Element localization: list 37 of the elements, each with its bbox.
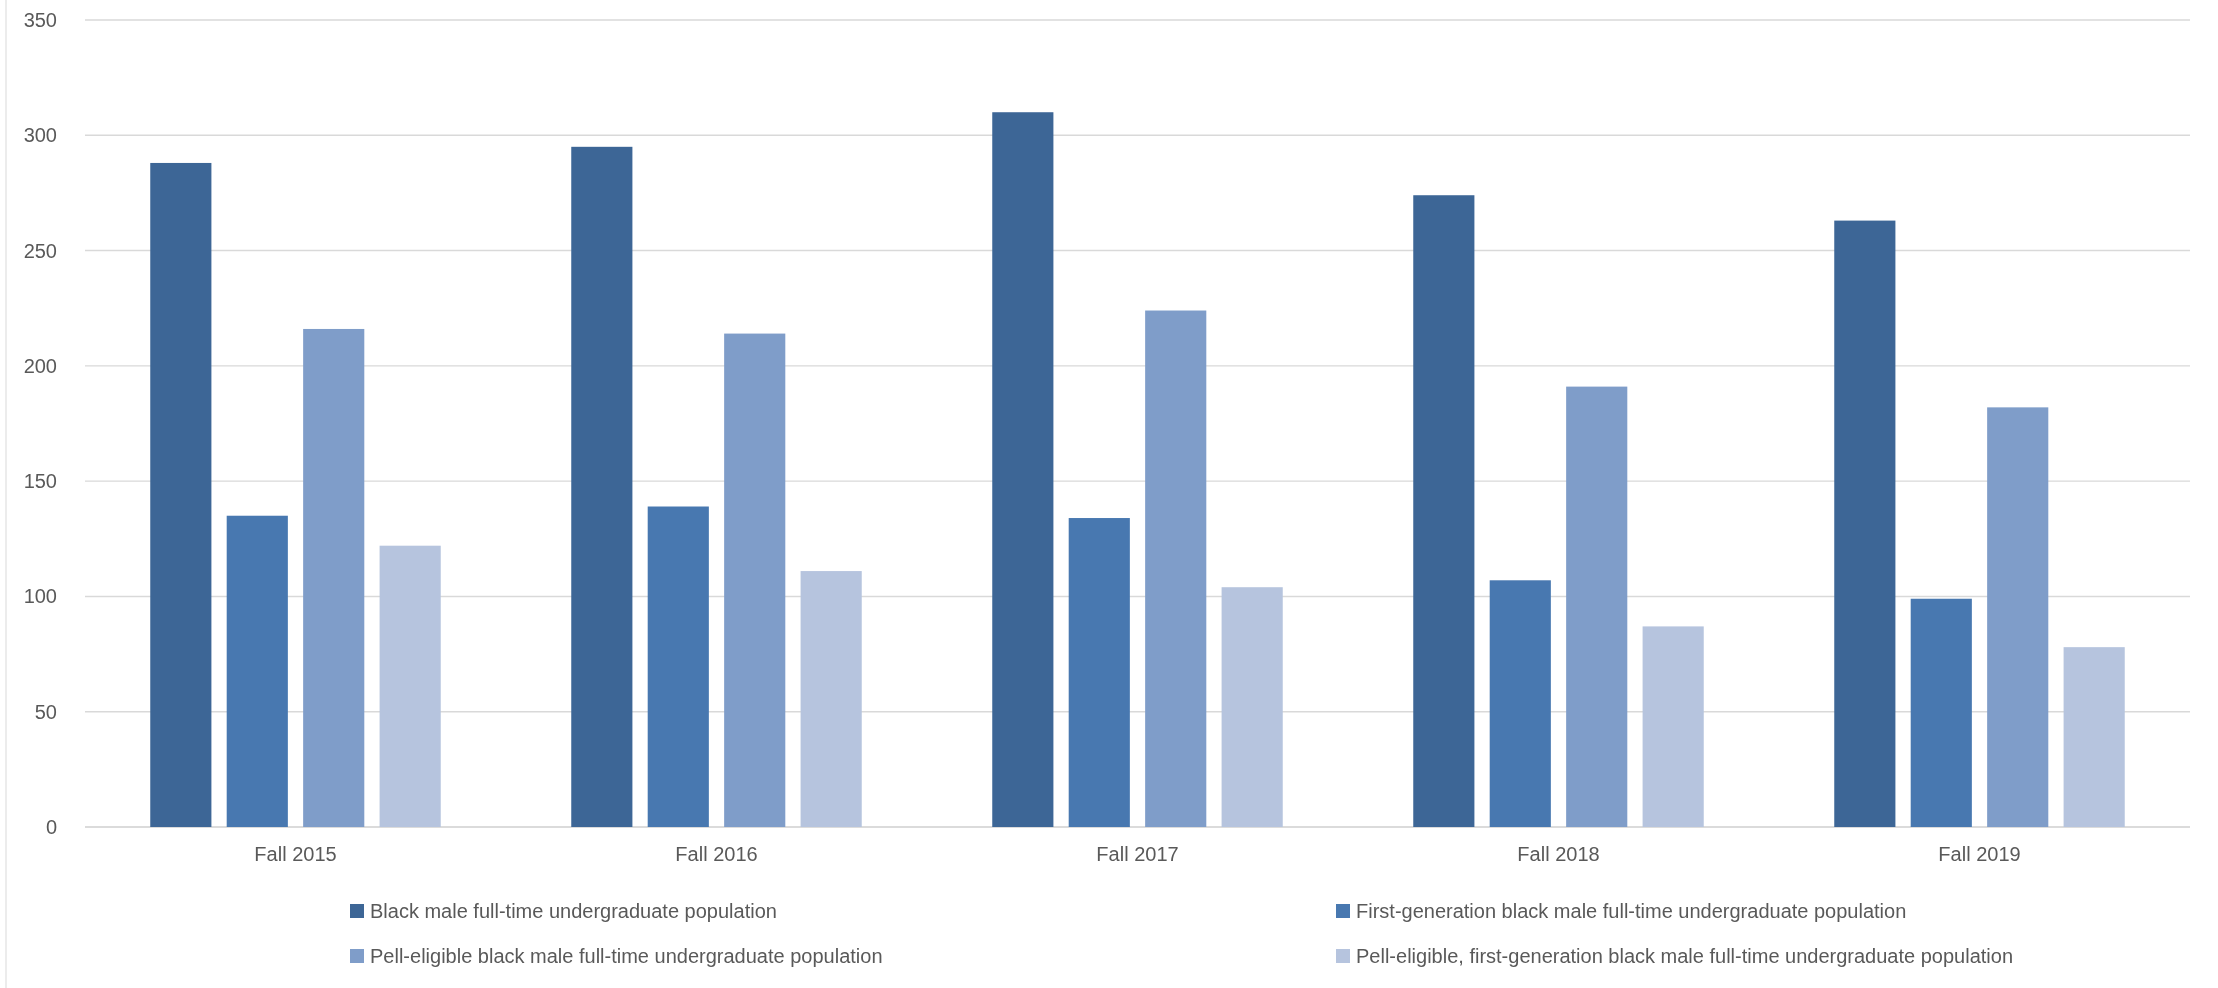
- bar: [150, 162, 212, 827]
- y-tick-label: 150: [23, 470, 57, 493]
- bar: [1145, 310, 1207, 827]
- x-tick-label: Fall 2016: [675, 843, 758, 865]
- legend-label: Black male full-time undergraduate population: [370, 900, 777, 922]
- bar: [1221, 587, 1283, 827]
- x-tick-label: Fall 2017: [1096, 843, 1179, 865]
- bar: [379, 545, 441, 827]
- bar: [800, 571, 862, 827]
- y-tick-label: 200: [23, 354, 57, 377]
- bar: [1413, 195, 1475, 827]
- x-tick-label: Fall 2019: [1938, 843, 2021, 865]
- bar: [303, 328, 365, 827]
- y-tick-label: 250: [23, 239, 57, 262]
- bar: [1642, 626, 1704, 827]
- bar: [1489, 580, 1551, 827]
- legend-label: Pell-eligible, first-generation black male full-time undergraduate population: [1356, 945, 2014, 967]
- legend-label: First-generation black male full-time undergraduate population: [1356, 900, 1907, 922]
- y-tick-label: 50: [34, 700, 57, 723]
- x-tick-label: Fall 2018: [1517, 843, 1600, 865]
- bar: [2063, 647, 2125, 827]
- y-tick-label: 0: [45, 816, 57, 838]
- bar: [1987, 407, 2049, 827]
- bar: [647, 506, 709, 827]
- bar: [1068, 518, 1130, 827]
- bar: [724, 333, 786, 827]
- y-tick-label: 100: [23, 585, 57, 608]
- bar: [1910, 598, 1972, 827]
- x-tick-label: Fall 2015: [254, 843, 337, 865]
- legend-label: Pell-eligible black male full-time undergraduate population: [370, 945, 883, 967]
- y-tick-label: 300: [23, 124, 57, 147]
- bar: [1566, 386, 1628, 827]
- y-tick-label: 350: [23, 9, 57, 31]
- bar: [992, 112, 1054, 827]
- bar: [571, 146, 633, 827]
- bar: [1834, 220, 1896, 827]
- bar: [226, 515, 288, 827]
